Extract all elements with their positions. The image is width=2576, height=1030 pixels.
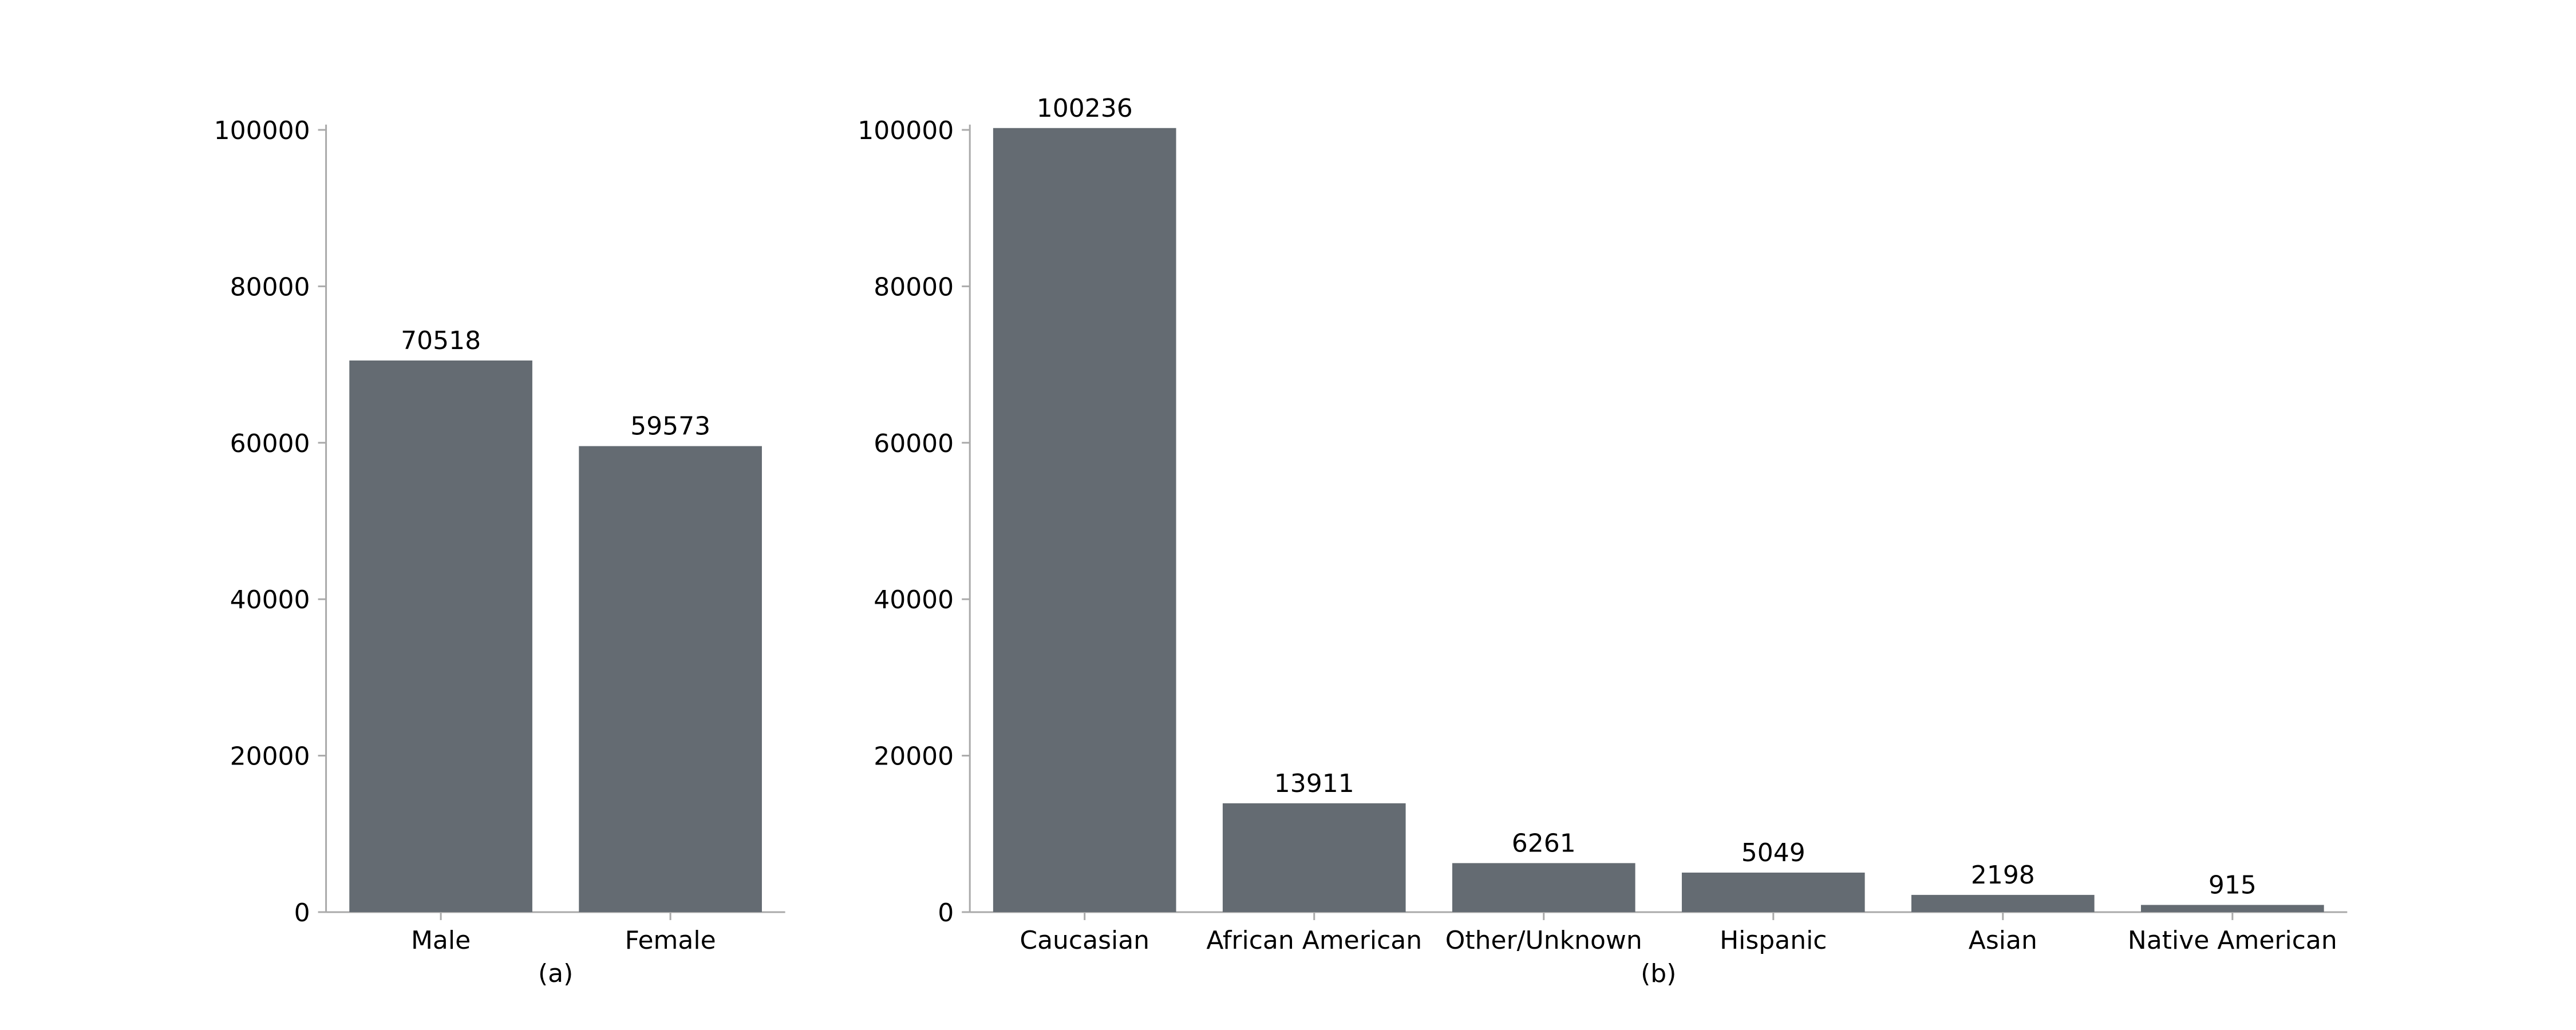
panel-b-bar <box>1911 894 2095 912</box>
chart-panel-b: 0 20000 40000 60000 80000 100000 100236 Caucasi… <box>858 94 2348 988</box>
panel-b-value-label: 100236 <box>1037 94 1133 123</box>
panel-b-x-tick-label: Native American <box>2128 926 2337 955</box>
panel-a-y-tick-label: 80000 <box>230 272 310 302</box>
panel-b-x-tick-label: Hispanic <box>1720 926 1827 955</box>
panel-b-y-tick-label: 20000 <box>874 742 954 771</box>
panel-b-bar <box>1222 803 1406 912</box>
panel-b-bar <box>993 128 1176 912</box>
panel-b-value-label: 6261 <box>1512 829 1576 858</box>
panel-a-y-tick-label: 40000 <box>230 585 310 615</box>
panel-a-x-tick-label: Female <box>625 926 716 955</box>
panel-b-bar <box>1681 872 1865 912</box>
panel-b-x-tick-label: African American <box>1206 926 1422 955</box>
panel-b-y-tick-label: 40000 <box>874 585 954 615</box>
panel-a-x-tick-label: Male <box>411 926 471 955</box>
panel-b-value-label: 13911 <box>1274 769 1354 798</box>
panel-a-bar <box>349 360 532 912</box>
panel-b-value-label: 2198 <box>1971 861 2035 890</box>
panel-a-value-label: 70518 <box>401 326 481 355</box>
panel-b-x-tick-label: Asian <box>1969 926 2037 955</box>
panel-b-x-tick-label: Other/Unknown <box>1445 926 1642 955</box>
panel-b-x-tick-label: Caucasian <box>1020 926 1149 955</box>
chart-panel-a: 0 20000 40000 60000 80000 100000 70518 Male 5957… <box>214 116 785 988</box>
panel-b-bar <box>2141 905 2324 912</box>
panel-b-x-axis-label: (b) <box>1641 959 1676 988</box>
panel-b-value-label: 915 <box>2208 870 2257 900</box>
panel-b-y-tick-label: 80000 <box>874 272 954 302</box>
panel-a-y-tick-label: 60000 <box>230 429 310 458</box>
panel-a-value-label: 59573 <box>630 412 710 441</box>
panel-b-bar <box>1452 863 1635 912</box>
panel-a-bar <box>579 446 762 912</box>
panel-b-y-tick-label: 60000 <box>874 429 954 458</box>
panel-b-y-tick-label: 0 <box>938 898 954 928</box>
panel-a-x-axis-label: (a) <box>538 959 573 988</box>
panel-a-y-tick-label: 20000 <box>230 742 310 771</box>
panel-b-y-tick-label: 100000 <box>858 116 954 145</box>
panel-a-y-tick-label: 0 <box>294 898 310 928</box>
panel-a-y-tick-label: 100000 <box>214 116 310 145</box>
panel-b-value-label: 5049 <box>1741 838 1805 867</box>
